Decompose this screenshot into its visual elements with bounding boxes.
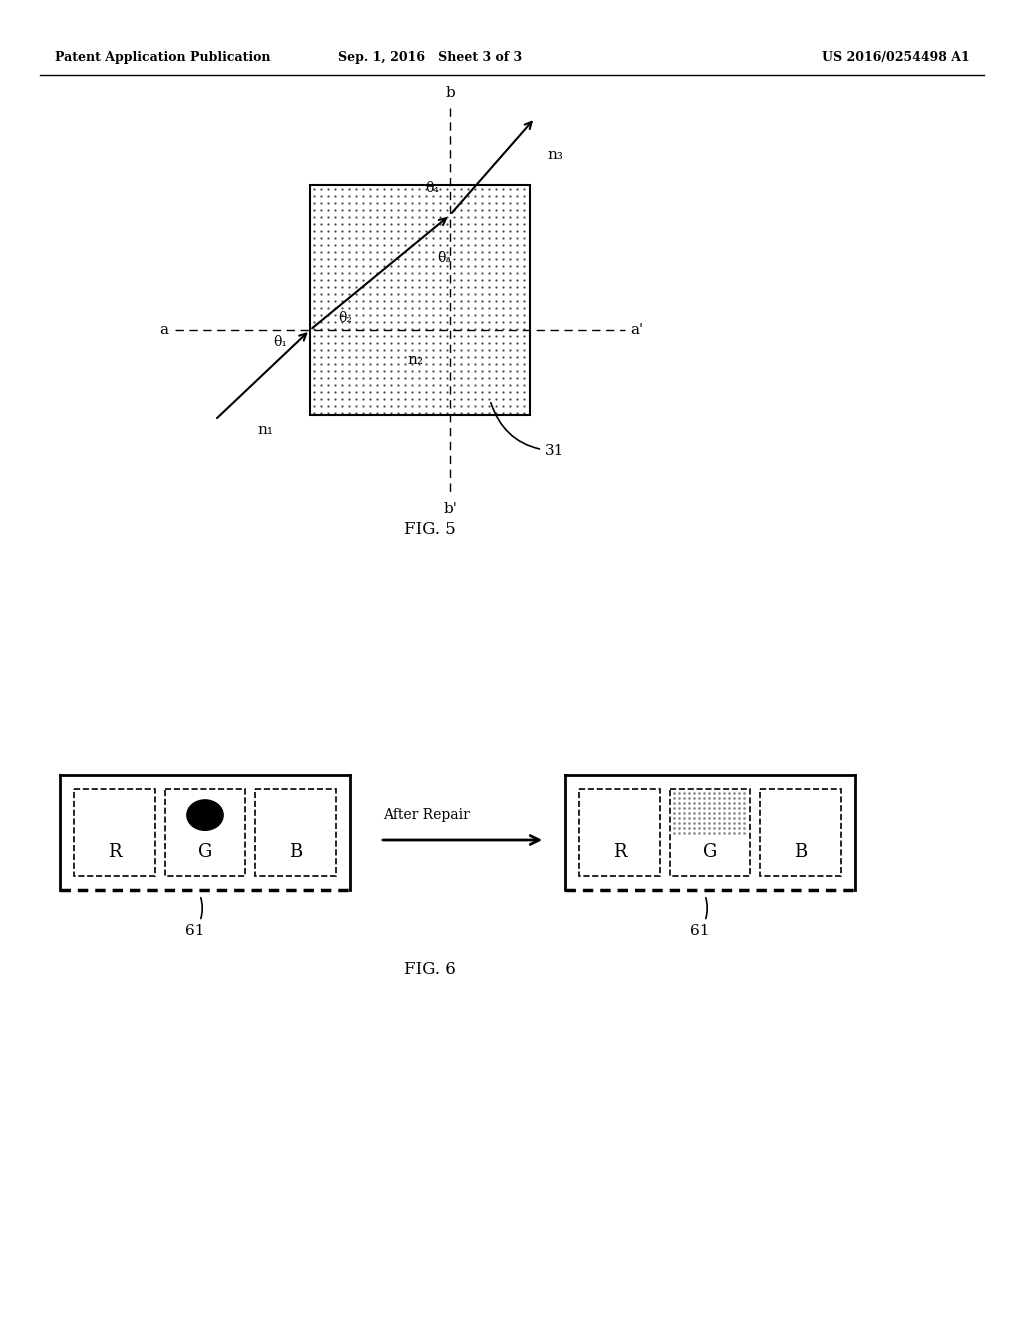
Text: 31: 31 — [490, 403, 564, 458]
Text: θ₄: θ₄ — [425, 181, 439, 195]
Text: θ₂: θ₂ — [338, 312, 352, 325]
Text: R: R — [612, 842, 626, 861]
Text: θ₁: θ₁ — [273, 335, 287, 348]
Text: Sep. 1, 2016   Sheet 3 of 3: Sep. 1, 2016 Sheet 3 of 3 — [338, 51, 522, 65]
Bar — [670, 789, 751, 876]
Text: b: b — [445, 86, 455, 100]
Text: 61: 61 — [185, 898, 205, 939]
Text: B: B — [794, 842, 807, 861]
Text: Patent Application Publication: Patent Application Publication — [55, 51, 270, 65]
Text: R: R — [108, 842, 121, 861]
Bar — [74, 789, 155, 876]
Text: b': b' — [443, 502, 457, 516]
Text: n₁: n₁ — [257, 422, 273, 437]
Text: θ₃: θ₃ — [437, 251, 451, 265]
Text: n₂: n₂ — [407, 352, 423, 367]
Text: G: G — [702, 842, 717, 861]
Bar — [165, 789, 246, 876]
Text: FIG. 5: FIG. 5 — [404, 521, 456, 539]
Text: 61: 61 — [690, 898, 710, 939]
Ellipse shape — [186, 800, 223, 830]
Bar — [579, 789, 659, 876]
Text: US 2016/0254498 A1: US 2016/0254498 A1 — [822, 51, 970, 65]
Text: FIG. 6: FIG. 6 — [404, 961, 456, 978]
Text: G: G — [198, 842, 212, 861]
Text: a: a — [159, 323, 168, 337]
Text: a': a' — [630, 323, 643, 337]
Text: n₃: n₃ — [547, 148, 563, 162]
Text: B: B — [289, 842, 302, 861]
Text: After Repair: After Repair — [383, 808, 470, 822]
Bar — [255, 789, 336, 876]
Bar — [761, 789, 841, 876]
Bar — [310, 185, 530, 414]
